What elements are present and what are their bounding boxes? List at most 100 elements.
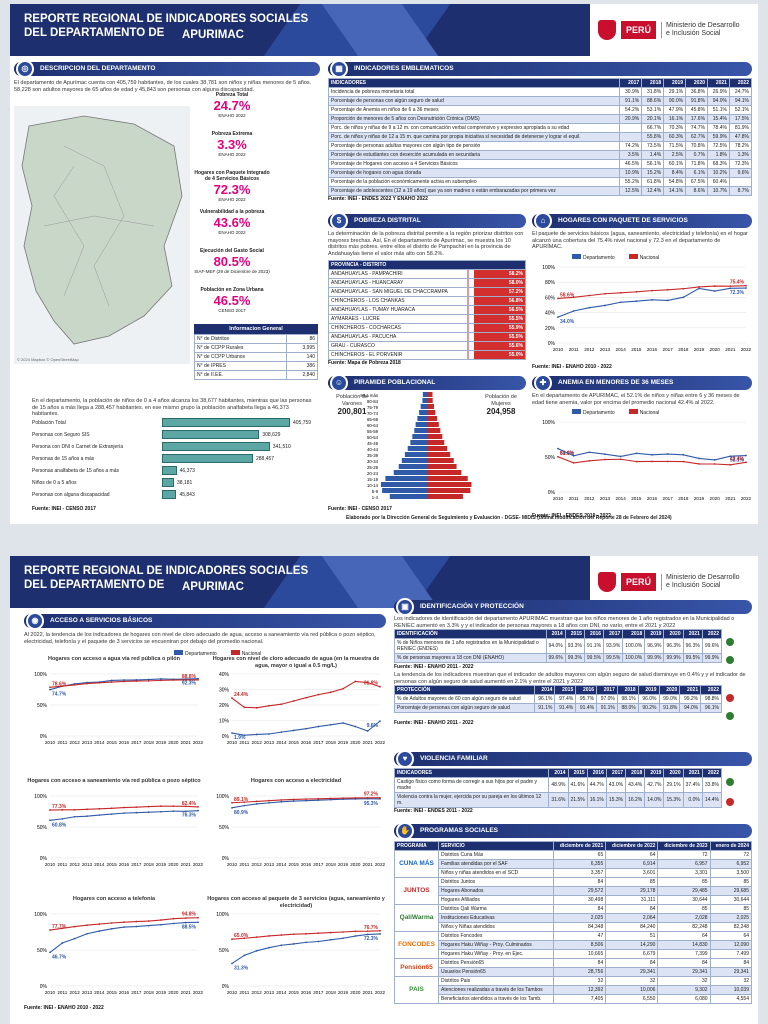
data-point <box>98 681 101 684</box>
program-row: Hogares Haku Wiñay - Proy. Culminados 8,5… <box>394 940 753 950</box>
data-point <box>745 284 747 287</box>
x-tick-label: 2017 <box>313 990 324 995</box>
table-cell: 29,341 <box>657 967 711 977</box>
program-row: JUNTOS Distritos Juntos 84 85 85 85 <box>394 877 753 905</box>
data-label: 46.7% <box>52 954 67 960</box>
women-bar <box>427 452 451 457</box>
x-tick-label: 2014 <box>616 347 627 352</box>
table-cell: 61.8% <box>641 177 665 187</box>
table-cell: 6,952 <box>709 859 753 869</box>
data-point <box>49 809 51 811</box>
info-row: N° de IPRES 386 <box>193 361 318 371</box>
data-point <box>268 733 270 735</box>
table-cell: 2.5% <box>663 150 687 160</box>
peru-label: PERÚ <box>621 21 657 39</box>
indicator-row: Porcentaje de personas con algún seguro … <box>327 96 753 106</box>
anemia-text: En el departamento de APURIMAC, el 52.1%… <box>532 393 740 406</box>
data-point <box>729 463 732 466</box>
y-tick-label: 50% <box>37 825 48 831</box>
data-point <box>698 287 700 289</box>
table-cell: 1.3% <box>728 150 753 160</box>
status-dot <box>726 656 734 664</box>
bar-label: Personas con Seguro SIS <box>32 432 90 438</box>
kpi-label: Vulnerabilidad a la pobreza <box>199 209 265 215</box>
kpi-source: ENAHO 2022 <box>218 152 246 157</box>
table-header: PROGRAMA SERVICIO diciembre de 2021 diciemb… <box>394 841 753 851</box>
table-cell: 48.9% <box>548 777 569 793</box>
source: Fuente: Mapa de Pobreza 2018 <box>328 360 401 366</box>
table-cell: 29,178 <box>605 886 659 896</box>
data-point <box>379 933 381 935</box>
data-point <box>160 923 162 926</box>
data-label: 92.3% <box>182 681 197 687</box>
table-cell: 64 <box>657 931 711 941</box>
data-point <box>110 807 113 810</box>
bar-value: 45,843 <box>179 492 195 498</box>
data-label: 78.6% <box>52 681 67 687</box>
table-cell <box>619 123 643 133</box>
data-point <box>329 723 332 726</box>
data-point <box>280 944 283 947</box>
data-point <box>49 929 51 931</box>
data-point <box>135 925 138 928</box>
table-cell: 85 <box>709 877 753 887</box>
data-point <box>366 796 369 799</box>
population-bar <box>162 454 253 463</box>
table-cell: 6,679 <box>605 949 659 959</box>
bar-label: Población Total <box>32 420 66 426</box>
table-cell: Porcentaje de hogares con agua clorada <box>327 168 621 178</box>
data-point <box>557 455 559 458</box>
bar-value: 308,629 <box>262 432 281 438</box>
table-cell: 3,301 <box>657 868 711 878</box>
y-tick-label: 30% <box>219 688 230 694</box>
department-map[interactable]: © 2024 Mapbox © OpenStreetMap <box>14 106 190 364</box>
age-label: 35-39 <box>367 453 379 458</box>
y-tick-label: 20% <box>545 325 556 331</box>
data-point <box>572 454 575 457</box>
indicator-row: Porc. de niños y niñas de 12 a 15 m. que… <box>327 132 753 142</box>
data-point <box>698 457 700 460</box>
table-cell: 17.6% <box>685 114 709 124</box>
peru-shield-icon <box>598 572 616 592</box>
data-point <box>268 946 270 949</box>
district-name: ANDAHUAYLAS - PACUCHA <box>328 332 468 342</box>
data-point <box>713 463 716 465</box>
table-cell: 85 <box>657 877 711 887</box>
data-point <box>255 936 258 939</box>
data-point <box>147 924 150 927</box>
series-line <box>49 810 199 821</box>
ministry-line2: e Inclusión Social <box>666 582 721 589</box>
data-point <box>588 294 591 296</box>
data-point <box>280 934 283 936</box>
data-point <box>98 930 101 932</box>
table-cell: 2,028 <box>657 913 711 923</box>
table-cell: 51 <box>605 931 659 941</box>
district-name: ANDAHUAYLAS - HUANCARAY <box>328 278 468 288</box>
x-tick-label: 2015 <box>631 347 642 352</box>
bar-label: Personas de 15 años a más <box>32 456 95 462</box>
data-point <box>197 809 199 812</box>
data-point <box>110 922 113 924</box>
table-cell: 46.5% <box>619 159 643 169</box>
data-point <box>172 805 175 808</box>
table-cell: Porcentaje de Anemia en niños de 6 a 36 … <box>327 105 621 115</box>
chlorine-chart: 0%10%20%30%40%2010 2011 2012 2013 2014 2015 20… <box>219 672 386 745</box>
age-label: 40-44 <box>367 447 379 452</box>
source: Fuente: INEI - ENDES 2011 - 2022 <box>394 808 473 814</box>
bar-value: 405,759 <box>293 420 312 426</box>
table-cell: 30,644 <box>709 895 753 905</box>
description-text: El departamento de Apurímac cuenta con 4… <box>14 80 312 93</box>
table-cell: 99.6% <box>701 638 723 654</box>
table-cell: Distritos Foncodes <box>437 931 555 941</box>
data-point <box>682 460 685 463</box>
legend-dep: Departamento <box>185 651 217 657</box>
data-label: 1.9% <box>234 735 246 741</box>
women-bar <box>427 458 454 463</box>
x-tick-label: 2022 <box>193 990 204 995</box>
table-cell: 21.5% <box>567 792 588 808</box>
x-tick-label: 2010 <box>45 990 56 995</box>
table-cell: 16.1% <box>663 114 687 124</box>
population-bar <box>162 418 290 427</box>
table-cell: 37.4% <box>682 777 703 793</box>
data-point <box>98 923 101 925</box>
